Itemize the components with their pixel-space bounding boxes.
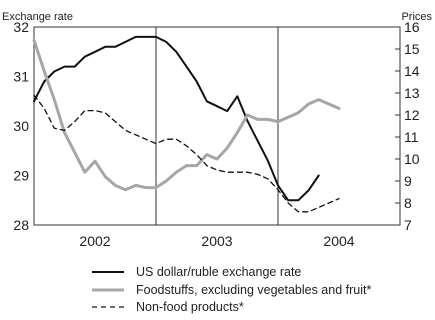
legend: US dollar/ruble exchange rate Foodstuffs,… xyxy=(92,265,371,314)
right-tick-label: 14 xyxy=(404,63,420,79)
series-line-3 xyxy=(33,94,340,213)
right-tick-label: 15 xyxy=(404,41,420,57)
left-tick-label: 30 xyxy=(13,118,29,134)
left-tick-label: 32 xyxy=(13,19,29,35)
right-axis-ticks: 7 8 9 10 11 12 13 14 15 16 xyxy=(395,19,420,233)
right-tick-label: 10 xyxy=(404,151,420,167)
left-tick-label: 29 xyxy=(13,168,29,184)
plot-frame-group xyxy=(33,26,401,226)
right-axis-label: Prices xyxy=(401,11,432,23)
left-axis-ticks: 28 29 30 31 32 xyxy=(13,19,29,233)
right-tick-label: 16 xyxy=(404,19,420,35)
left-tick-label: 31 xyxy=(13,69,29,85)
left-tick-label: 28 xyxy=(13,217,29,233)
right-tick-label: 13 xyxy=(404,85,420,101)
legend-label: US dollar/ruble exchange rate xyxy=(136,265,301,279)
year-label: 2002 xyxy=(79,233,110,249)
right-tick-label: 12 xyxy=(404,107,420,123)
x-axis-year-labels: 2002 2003 2004 xyxy=(79,233,354,249)
right-tick-label: 8 xyxy=(404,195,412,211)
series-line-1 xyxy=(33,35,320,202)
year-label: 2003 xyxy=(201,233,232,249)
right-tick-label: 9 xyxy=(404,173,412,189)
right-tick-label: 7 xyxy=(404,217,412,233)
plot-frame xyxy=(33,26,401,226)
legend-label: Foodstuffs, excluding vegetables and fru… xyxy=(136,283,371,297)
left-axis-label: Exchange rate xyxy=(2,11,73,23)
year-label: 2004 xyxy=(323,233,354,249)
series-lines xyxy=(32,35,341,213)
legend-label: Non-food products* xyxy=(136,300,244,314)
right-tick-label: 11 xyxy=(404,129,419,145)
series-line-2 xyxy=(32,38,341,192)
